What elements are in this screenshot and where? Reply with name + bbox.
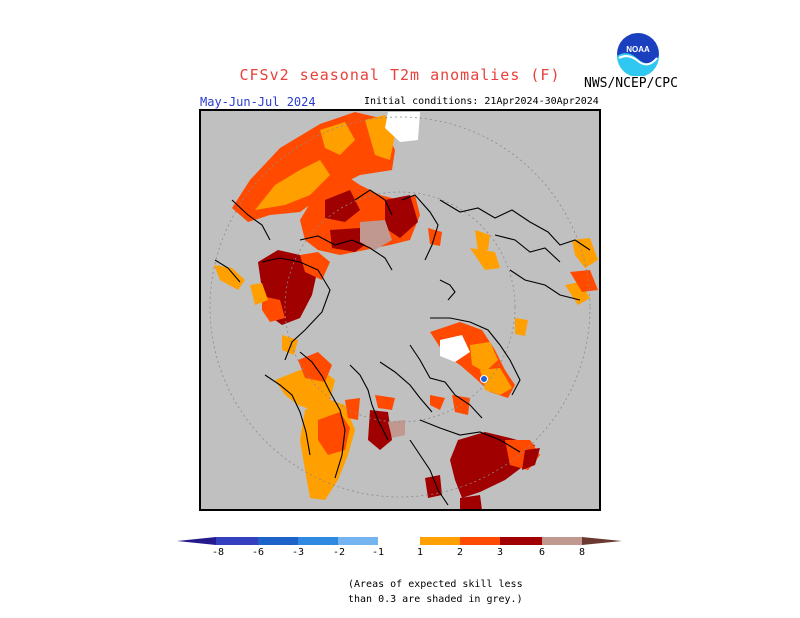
coastlines bbox=[214, 189, 591, 506]
colorbar-segment bbox=[216, 537, 258, 545]
colorbar-segment bbox=[258, 537, 298, 545]
graticule bbox=[209, 116, 591, 498]
colorbar-segment bbox=[378, 537, 420, 545]
colorbar-label: -8 bbox=[211, 547, 225, 558]
colorbar-label: -3 bbox=[291, 547, 305, 558]
initial-conditions: Initial conditions: 21Apr2024-30Apr2024 bbox=[364, 96, 599, 107]
forecast-period: May-Jun-Jul 2024 bbox=[200, 95, 316, 109]
logo-text: NOAA bbox=[626, 45, 650, 54]
asia-anomalies bbox=[275, 352, 540, 510]
colorbar-segment bbox=[542, 537, 582, 545]
colorbar-label: 1 bbox=[416, 547, 424, 558]
map-title: CFSv2 seasonal T2m anomalies (F) bbox=[239, 66, 561, 84]
colorbar-segment bbox=[500, 537, 542, 545]
location-marker-icon bbox=[480, 375, 488, 383]
colorbar-segment bbox=[298, 537, 338, 545]
colorbar-min-arrow bbox=[177, 537, 216, 545]
colorbar-max-arrow bbox=[582, 537, 622, 545]
colorbar-label: 2 bbox=[456, 547, 464, 558]
skill-footnote: (Areas of expected skill less than 0.3 a… bbox=[348, 577, 523, 607]
noaa-logo: NOAA bbox=[617, 33, 659, 76]
colorbar-segment bbox=[420, 537, 460, 545]
europe-anomalies bbox=[430, 230, 598, 398]
colorbar-label: 3 bbox=[496, 547, 504, 558]
colorbar-label: 8 bbox=[578, 547, 586, 558]
colorbar-segment bbox=[338, 537, 378, 545]
footnote-line: (Areas of expected skill less bbox=[348, 579, 523, 590]
colorbar-label: 6 bbox=[538, 547, 546, 558]
colorbar-label: -1 bbox=[371, 547, 385, 558]
organization-label: NWS/NCEP/CPC bbox=[584, 76, 678, 91]
colorbar-label: -6 bbox=[251, 547, 265, 558]
colorbar-label: -2 bbox=[332, 547, 346, 558]
footnote-line: than 0.3 are shaded in grey.) bbox=[348, 594, 523, 605]
north-america-anomalies bbox=[214, 112, 442, 355]
colorbar-segment bbox=[460, 537, 500, 545]
